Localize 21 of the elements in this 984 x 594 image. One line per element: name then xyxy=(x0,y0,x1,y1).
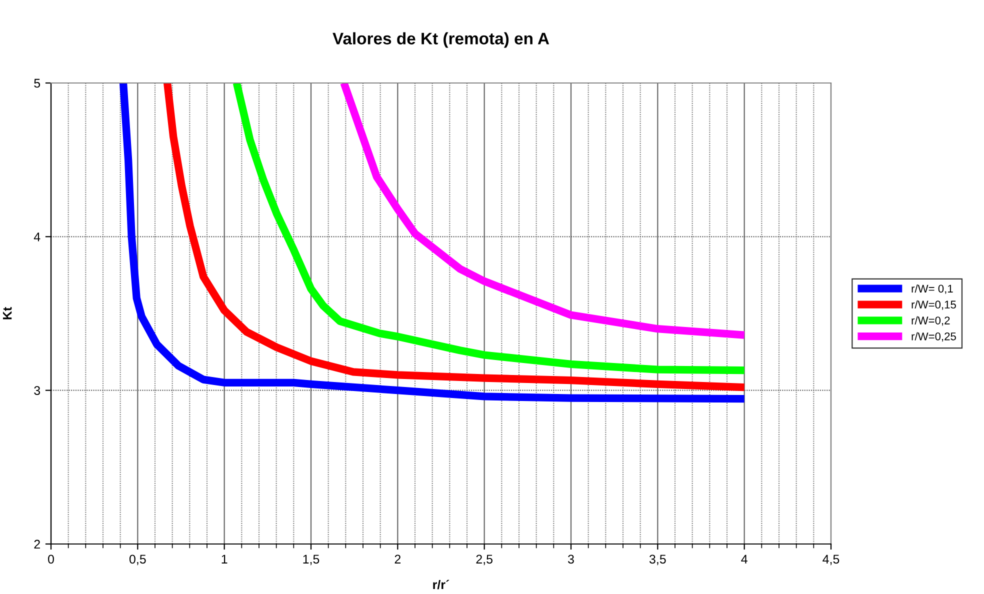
legend-label: r/W=0,25 xyxy=(912,332,956,342)
x-tick-label: 1 xyxy=(222,554,228,564)
x-tick-label: 1,5 xyxy=(303,554,320,566)
legend-label: r/W=0,2 xyxy=(912,316,950,326)
y-tick-label: 3 xyxy=(34,386,40,395)
x-tick-label: 2 xyxy=(394,554,401,564)
x-tick-label: 2,5 xyxy=(476,554,492,566)
y-tick-label: 2 xyxy=(34,540,40,549)
x-tick-label: 0 xyxy=(48,554,54,564)
x-tick-label: 3 xyxy=(568,554,574,564)
x-tick-label: 4 xyxy=(741,554,748,564)
y-tick-label: 5 xyxy=(34,78,40,88)
x-axis-title: r/r´ xyxy=(433,580,450,590)
x-tick-label: 3,5 xyxy=(649,554,666,566)
x-tick-label: 0,5 xyxy=(129,554,146,566)
chart-title: Valores de Kt (remota) en A xyxy=(332,32,550,48)
y-tick-label: 4 xyxy=(34,232,40,242)
y-axis-title: Kt xyxy=(2,307,12,320)
x-tick-label: 4,5 xyxy=(822,554,840,566)
legend-label: r/W= 0,1 xyxy=(912,284,953,294)
legend-label: r/W=0,15 xyxy=(912,300,956,310)
